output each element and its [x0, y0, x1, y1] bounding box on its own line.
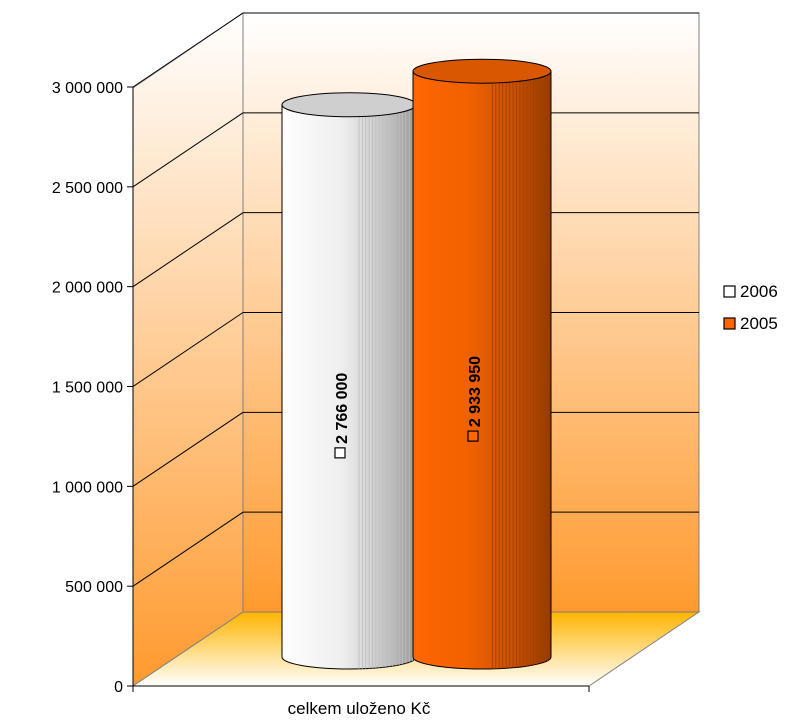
y-tick-label: 2 000 000 [52, 280, 123, 297]
data-label-text: 2 766 000 [334, 373, 351, 444]
gridline-side [132, 312, 244, 387]
bar-top [412, 58, 552, 84]
y-axis: 0 500 000 1 000 000 1 500 000 2 000 000 2 500… [52, 80, 590, 718]
y-tick-label: 3 000 000 [52, 80, 123, 97]
bar-2006 [281, 92, 417, 670]
gridline-side [132, 411, 244, 487]
y-tick-label: 2 500 000 [52, 180, 123, 197]
y-tick-label: 1 000 000 [52, 479, 123, 496]
legend-item-2006: 2006 [723, 282, 778, 301]
bar-2005 [412, 58, 552, 670]
labels: 2 766 000 2 933 950 [334, 356, 484, 459]
gridline-side [132, 112, 244, 188]
y-tick-label: 1 500 000 [52, 380, 123, 397]
y-tick-label: 500 000 [65, 579, 123, 596]
gridline-side [132, 511, 244, 587]
gridline-side [132, 12, 244, 88]
data-label-2006: 2 766 000 [334, 373, 351, 459]
data-label-text: 2 933 950 [467, 356, 484, 427]
legend-label: 2006 [740, 282, 778, 301]
gridline-side [132, 212, 244, 288]
legend: 2006 2005 [723, 282, 778, 333]
legend-swatch [723, 317, 736, 330]
legend-label: 2005 [740, 314, 778, 333]
y-tick-label: 0 [114, 679, 123, 696]
data-label-2005: 2 933 950 [467, 356, 484, 442]
legend-item-2005: 2005 [723, 314, 778, 333]
x-category-label: celkem uloženo Kč [288, 699, 431, 718]
legend-swatch [723, 285, 736, 298]
bar-top [281, 92, 417, 118]
data-label-key [467, 430, 479, 442]
bars [281, 58, 552, 670]
data-label-key [334, 447, 346, 459]
